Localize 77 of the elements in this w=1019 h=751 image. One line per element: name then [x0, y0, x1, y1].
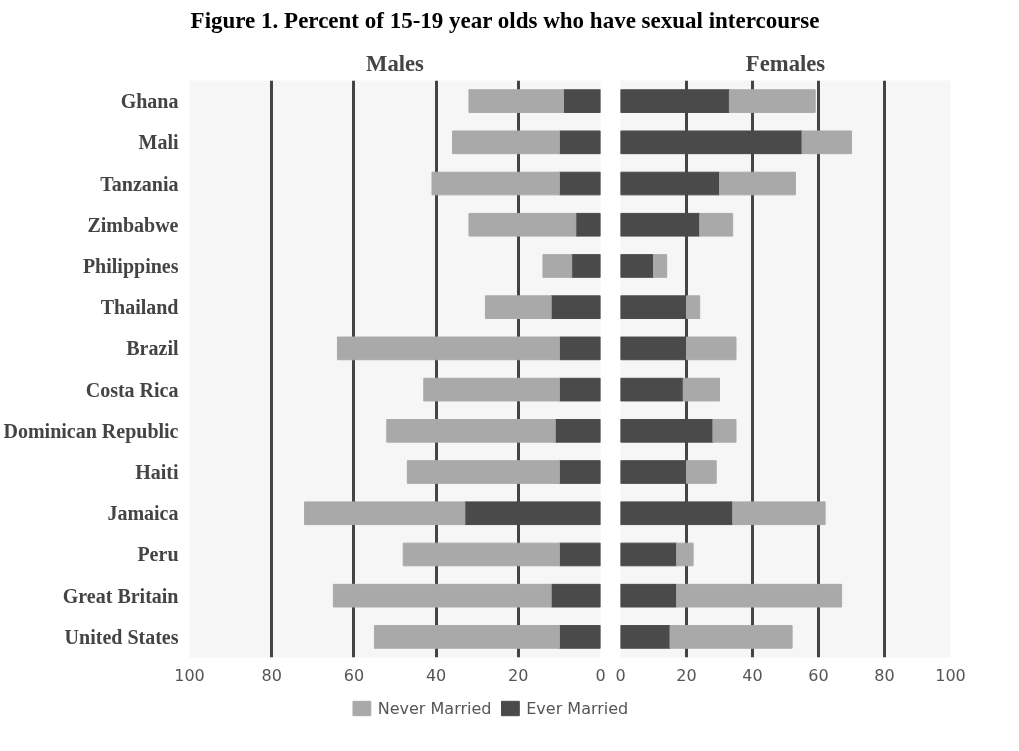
y-tick-label: Costa Rica — [85, 378, 179, 401]
x-tick-label: 80 — [261, 665, 282, 685]
bar — [620, 253, 654, 278]
bar — [558, 336, 601, 361]
y-tick-label: Tanzania — [100, 172, 179, 195]
y-tick-label: Mali — [138, 131, 179, 154]
y-tick-label: Brazil — [126, 337, 179, 360]
bar — [336, 336, 560, 361]
y-tick-label: Peru — [137, 543, 179, 566]
bar — [304, 501, 466, 525]
y-tick-label: Ghana — [120, 89, 179, 112]
bar — [406, 460, 560, 484]
bar — [563, 89, 601, 113]
x-tick-label: 0 — [595, 665, 606, 685]
bar — [558, 130, 601, 154]
bar — [558, 542, 601, 567]
bar — [468, 89, 565, 113]
bar — [620, 624, 671, 649]
y-tick-label: Zimbabwe — [87, 213, 179, 236]
bar — [676, 542, 694, 567]
bar — [719, 171, 796, 196]
bar — [669, 624, 793, 649]
bar — [620, 377, 684, 402]
bar — [575, 212, 601, 237]
x-tick-label: 60 — [343, 665, 365, 685]
bar — [558, 624, 601, 649]
y-tick-label: Thailand — [100, 296, 179, 319]
y-tick-label: Great Britain — [62, 584, 179, 607]
bar — [712, 418, 737, 443]
y-tick-label: Dominican Republic — [3, 419, 179, 443]
x-tick-label: 40 — [425, 665, 447, 685]
bar — [468, 212, 577, 237]
y-tick-label: Philippines — [82, 254, 179, 278]
chart-subtitle: Females — [745, 50, 826, 76]
x-tick-label: 0 — [615, 665, 626, 685]
bar — [558, 460, 601, 484]
bar — [554, 418, 601, 443]
x-tick-label: 60 — [808, 665, 829, 685]
bar — [686, 295, 701, 319]
bar — [801, 130, 852, 154]
bar — [732, 501, 826, 525]
bar — [402, 542, 560, 567]
bar — [620, 583, 678, 608]
bar — [484, 295, 552, 319]
bar — [558, 377, 601, 402]
x-tick-label: 100 — [174, 665, 205, 685]
bar — [676, 583, 843, 608]
chart-title: Figure 1. Percent of 15-19 year olds who have sexual intercourse — [190, 7, 820, 35]
bar — [686, 336, 737, 361]
bar — [373, 624, 560, 649]
y-tick-label: Haiti — [135, 460, 179, 483]
x-tick-label: 20 — [676, 665, 697, 685]
bar — [728, 89, 816, 113]
bar — [332, 583, 552, 608]
bar — [386, 418, 556, 443]
bar — [571, 253, 601, 278]
chart-subtitle: Males — [366, 50, 425, 76]
bar — [550, 295, 601, 319]
bar — [423, 377, 560, 402]
y-tick-label: Jamaica — [107, 502, 179, 525]
legend-label: Ever Married — [526, 698, 629, 718]
bar — [686, 460, 717, 484]
y-tick-label: United States — [64, 625, 179, 648]
bar — [550, 583, 601, 608]
x-tick-label: 20 — [508, 665, 529, 685]
bar — [682, 377, 720, 402]
bar — [699, 212, 734, 237]
bar — [452, 130, 560, 154]
bar — [558, 171, 601, 196]
x-tick-label: 80 — [874, 665, 895, 685]
legend-label: Never Married — [377, 698, 492, 718]
bar — [653, 253, 668, 278]
bar — [620, 542, 678, 567]
bar — [431, 171, 560, 196]
x-tick-label: 40 — [742, 665, 763, 685]
bar — [542, 253, 573, 278]
x-tick-label: 100 — [935, 665, 966, 685]
